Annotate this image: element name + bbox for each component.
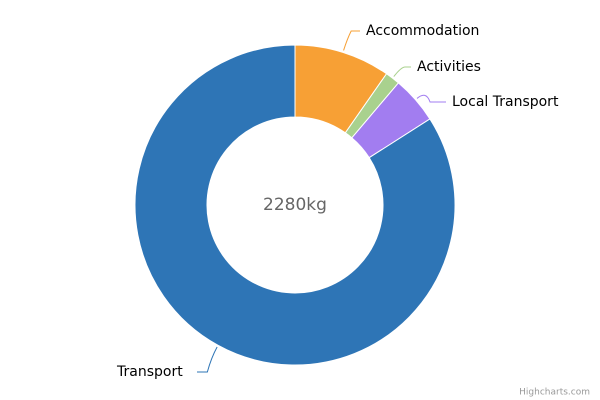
data-label: Activities <box>417 59 481 75</box>
data-label: Local Transport <box>452 94 559 110</box>
data-label: Transport <box>116 364 183 380</box>
data-label: Accommodation <box>366 23 479 39</box>
credits[interactable]: Highcharts.com <box>519 388 590 398</box>
connector <box>416 94 446 103</box>
center-label: 2280kg <box>263 195 327 215</box>
connector <box>197 346 218 373</box>
connector <box>393 66 411 77</box>
connector <box>343 30 360 51</box>
donut-slice <box>134 44 456 366</box>
